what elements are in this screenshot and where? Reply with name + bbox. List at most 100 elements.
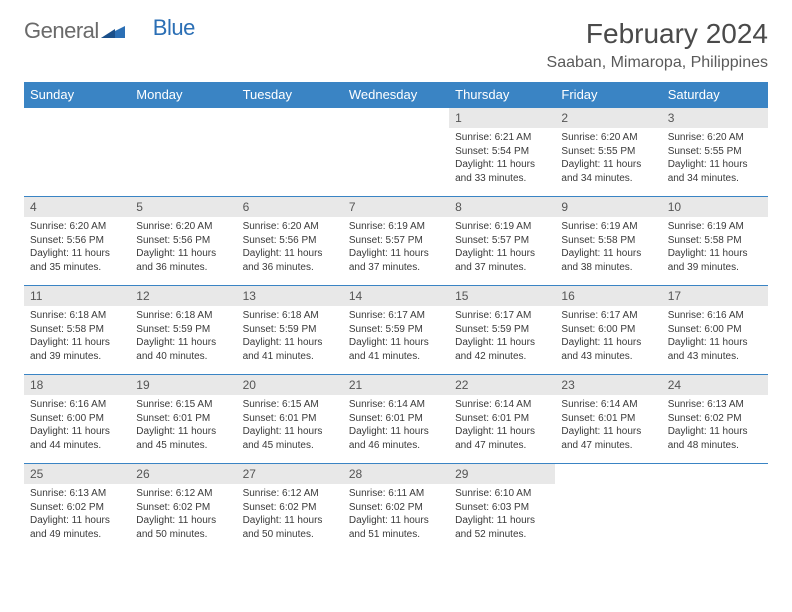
day-content: Sunrise: 6:12 AMSunset: 6:02 PMDaylight:… [237,484,343,547]
day-header-wednesday: Wednesday [343,82,449,107]
day-content: Sunrise: 6:16 AMSunset: 6:00 PMDaylight:… [662,306,768,369]
sunrise-text: Sunrise: 6:13 AM [668,398,762,412]
daylight-text: Daylight: 11 hours and 51 minutes. [349,514,443,541]
day-content: Sunrise: 6:17 AMSunset: 6:00 PMDaylight:… [555,306,661,369]
week-row: ....1Sunrise: 6:21 AMSunset: 5:54 PMDayl… [24,107,768,196]
day-content: Sunrise: 6:14 AMSunset: 6:01 PMDaylight:… [449,395,555,458]
sunset-text: Sunset: 6:01 PM [243,412,337,426]
sunrise-text: Sunrise: 6:15 AM [136,398,230,412]
sunset-text: Sunset: 5:58 PM [668,234,762,248]
sunrise-text: Sunrise: 6:17 AM [561,309,655,323]
day-cell: 5Sunrise: 6:20 AMSunset: 5:56 PMDaylight… [130,197,236,285]
sunset-text: Sunset: 6:03 PM [455,501,549,515]
day-content: Sunrise: 6:15 AMSunset: 6:01 PMDaylight:… [130,395,236,458]
day-cell: 23Sunrise: 6:14 AMSunset: 6:01 PMDayligh… [555,375,661,463]
day-number: 18 [24,375,130,395]
day-cell: 9Sunrise: 6:19 AMSunset: 5:58 PMDaylight… [555,197,661,285]
day-number: 28 [343,464,449,484]
day-number: 10 [662,197,768,217]
day-headers-row: Sunday Monday Tuesday Wednesday Thursday… [24,82,768,107]
day-number: 13 [237,286,343,306]
daylight-text: Daylight: 11 hours and 50 minutes. [243,514,337,541]
day-number: 23 [555,375,661,395]
sunset-text: Sunset: 5:59 PM [349,323,443,337]
day-content: Sunrise: 6:13 AMSunset: 6:02 PMDaylight:… [24,484,130,547]
day-number: 6 [237,197,343,217]
day-cell: 24Sunrise: 6:13 AMSunset: 6:02 PMDayligh… [662,375,768,463]
sunset-text: Sunset: 5:57 PM [349,234,443,248]
day-content: Sunrise: 6:13 AMSunset: 6:02 PMDaylight:… [662,395,768,458]
day-content: Sunrise: 6:12 AMSunset: 6:02 PMDaylight:… [130,484,236,547]
sunrise-text: Sunrise: 6:19 AM [668,220,762,234]
sunrise-text: Sunrise: 6:20 AM [30,220,124,234]
daylight-text: Daylight: 11 hours and 46 minutes. [349,425,443,452]
sunrise-text: Sunrise: 6:20 AM [243,220,337,234]
daylight-text: Daylight: 11 hours and 40 minutes. [136,336,230,363]
day-cell: 20Sunrise: 6:15 AMSunset: 6:01 PMDayligh… [237,375,343,463]
sunset-text: Sunset: 6:02 PM [30,501,124,515]
logo-flag-icon [101,22,125,40]
sunrise-text: Sunrise: 6:19 AM [561,220,655,234]
sunrise-text: Sunrise: 6:20 AM [561,131,655,145]
month-title: February 2024 [547,18,768,50]
sunset-text: Sunset: 6:01 PM [455,412,549,426]
daylight-text: Daylight: 11 hours and 41 minutes. [349,336,443,363]
daylight-text: Daylight: 11 hours and 43 minutes. [561,336,655,363]
day-number: 24 [662,375,768,395]
daylight-text: Daylight: 11 hours and 43 minutes. [668,336,762,363]
day-cell: 25Sunrise: 6:13 AMSunset: 6:02 PMDayligh… [24,464,130,552]
day-cell: 6Sunrise: 6:20 AMSunset: 5:56 PMDaylight… [237,197,343,285]
day-number: 25 [24,464,130,484]
day-content: Sunrise: 6:20 AMSunset: 5:55 PMDaylight:… [662,128,768,191]
day-content: Sunrise: 6:10 AMSunset: 6:03 PMDaylight:… [449,484,555,547]
header: General Blue February 2024 Saaban, Mimar… [24,18,768,72]
day-content: Sunrise: 6:18 AMSunset: 5:59 PMDaylight:… [237,306,343,369]
day-content: Sunrise: 6:17 AMSunset: 5:59 PMDaylight:… [449,306,555,369]
daylight-text: Daylight: 11 hours and 52 minutes. [455,514,549,541]
day-number: 29 [449,464,555,484]
daylight-text: Daylight: 11 hours and 34 minutes. [561,158,655,185]
day-number: 11 [24,286,130,306]
sunrise-text: Sunrise: 6:21 AM [455,131,549,145]
daylight-text: Daylight: 11 hours and 47 minutes. [455,425,549,452]
day-cell: 4Sunrise: 6:20 AMSunset: 5:56 PMDaylight… [24,197,130,285]
sunrise-text: Sunrise: 6:19 AM [349,220,443,234]
day-number: 2 [555,108,661,128]
day-cell: 12Sunrise: 6:18 AMSunset: 5:59 PMDayligh… [130,286,236,374]
day-number: 19 [130,375,236,395]
day-cell: 1Sunrise: 6:21 AMSunset: 5:54 PMDaylight… [449,108,555,196]
sunrise-text: Sunrise: 6:20 AM [136,220,230,234]
day-number: 5 [130,197,236,217]
day-content: Sunrise: 6:19 AMSunset: 5:57 PMDaylight:… [449,217,555,280]
day-cell: 26Sunrise: 6:12 AMSunset: 6:02 PMDayligh… [130,464,236,552]
sunset-text: Sunset: 6:02 PM [349,501,443,515]
sunset-text: Sunset: 5:55 PM [668,145,762,159]
day-cell: . [343,108,449,196]
day-cell: . [662,464,768,552]
day-content: Sunrise: 6:17 AMSunset: 5:59 PMDaylight:… [343,306,449,369]
day-number: 26 [130,464,236,484]
day-cell: . [555,464,661,552]
day-number: 14 [343,286,449,306]
day-cell: 11Sunrise: 6:18 AMSunset: 5:58 PMDayligh… [24,286,130,374]
sunset-text: Sunset: 6:00 PM [561,323,655,337]
day-header-sunday: Sunday [24,82,130,107]
daylight-text: Daylight: 11 hours and 41 minutes. [243,336,337,363]
daylight-text: Daylight: 11 hours and 33 minutes. [455,158,549,185]
week-row: 18Sunrise: 6:16 AMSunset: 6:00 PMDayligh… [24,374,768,463]
sunset-text: Sunset: 6:00 PM [30,412,124,426]
day-cell: 17Sunrise: 6:16 AMSunset: 6:00 PMDayligh… [662,286,768,374]
day-header-thursday: Thursday [449,82,555,107]
sunrise-text: Sunrise: 6:17 AM [455,309,549,323]
sunset-text: Sunset: 5:55 PM [561,145,655,159]
day-cell: . [237,108,343,196]
day-cell: 22Sunrise: 6:14 AMSunset: 6:01 PMDayligh… [449,375,555,463]
day-header-monday: Monday [130,82,236,107]
daylight-text: Daylight: 11 hours and 38 minutes. [561,247,655,274]
sunset-text: Sunset: 5:58 PM [30,323,124,337]
daylight-text: Daylight: 11 hours and 44 minutes. [30,425,124,452]
day-number: 16 [555,286,661,306]
day-cell: 18Sunrise: 6:16 AMSunset: 6:00 PMDayligh… [24,375,130,463]
day-number: 1 [449,108,555,128]
day-content: Sunrise: 6:20 AMSunset: 5:56 PMDaylight:… [24,217,130,280]
